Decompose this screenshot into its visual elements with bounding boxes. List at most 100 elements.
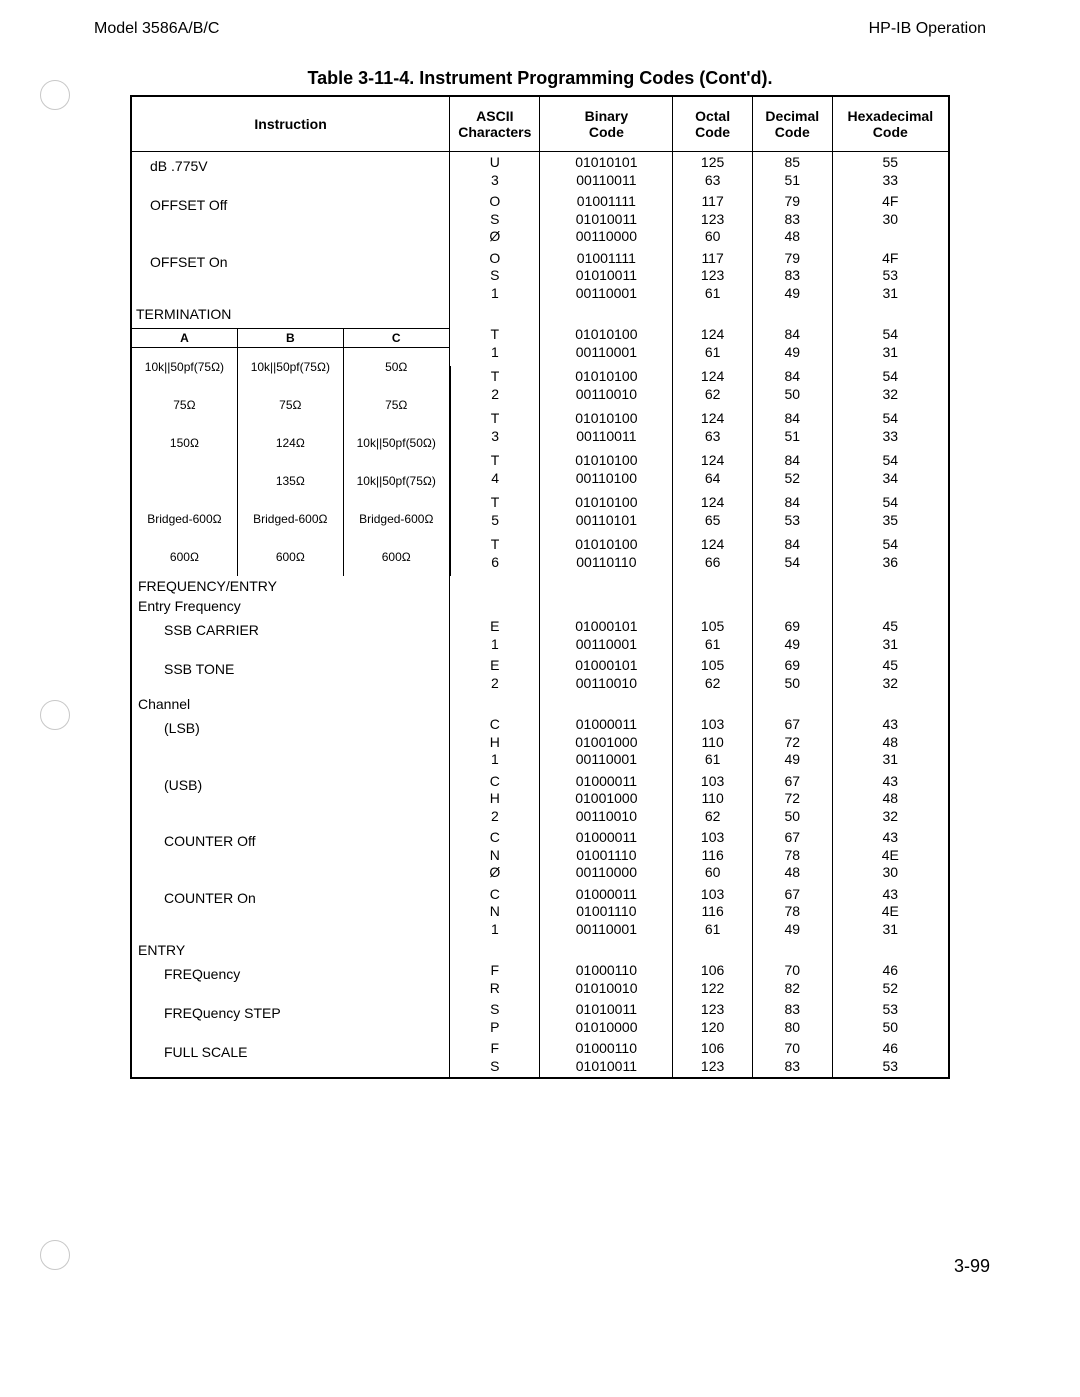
code-cell: OS1 (450, 248, 540, 305)
code-cell: 106123 (673, 1038, 753, 1078)
code-cell: 8453 (752, 492, 832, 534)
code-cell: CH2 (450, 771, 540, 828)
code-cell: 10311062 (673, 771, 753, 828)
code-cell: 4653 (832, 1038, 949, 1078)
code-cell: 12465 (673, 492, 753, 534)
code-cell: 5431 (832, 324, 949, 366)
code-cell: 4F5331 (832, 248, 949, 305)
table-row: dB .775VU301010101001100111256385515533 (131, 152, 949, 192)
code-cell: 677848 (752, 827, 832, 884)
code-cell: 11712361 (673, 248, 753, 305)
table-row: (USB)CH201000011010010000011001010311062… (131, 771, 949, 828)
code-cell: 798349 (752, 248, 832, 305)
code-cell: 8451 (752, 408, 832, 450)
table-row: FULL SCALEFS0100011001010011106123708346… (131, 1038, 949, 1078)
section-label: Entry Frequency (131, 596, 450, 616)
col-ascii: ASCIICharacters (450, 96, 540, 152)
code-cell: 010000110100111000110001 (540, 884, 673, 941)
code-cell: T1 (450, 324, 540, 366)
code-cell: CH1 (450, 714, 540, 771)
code-cell: FR (450, 960, 540, 999)
code-cell: 5436 (832, 534, 949, 576)
col-hex: HexadecimalCode (832, 96, 949, 152)
code-cell: 434832 (832, 771, 949, 828)
table-row: FREQuencyFR01000110010100101061227082465… (131, 960, 949, 999)
code-cell: 677249 (752, 714, 832, 771)
table-row: (LSB)CH101000011010010000011000110311061… (131, 714, 949, 771)
code-cell: 5434 (832, 450, 949, 492)
table-row: ABC10k||50pf(75Ω)10k||50pf(75Ω)50Ω75Ω75Ω… (131, 324, 949, 366)
code-cell: 4F30 (832, 191, 949, 248)
code-cell: CN1 (450, 884, 540, 941)
code-cell: 0101010000110110 (540, 534, 673, 576)
instruction-cell: (USB) (131, 771, 450, 828)
code-cell: 12563 (673, 152, 753, 192)
code-cell: 12463 (673, 408, 753, 450)
col-decimal: DecimalCode (752, 96, 832, 152)
code-cell: T5 (450, 492, 540, 534)
code-cell: SP (450, 999, 540, 1038)
code-cell: 010000110100111000110000 (540, 827, 673, 884)
code-cell: 7082 (752, 960, 832, 999)
code-cell: 434E30 (832, 827, 949, 884)
table-row: OFFSET OffOSØ010011110101001100110000117… (131, 191, 949, 248)
code-cell: 0100011001010011 (540, 1038, 673, 1078)
code-cell: T4 (450, 450, 540, 492)
code-cell: 010011110101001100110000 (540, 191, 673, 248)
code-cell: T6 (450, 534, 540, 576)
code-cell: 010000110100100000110010 (540, 771, 673, 828)
code-cell: 0101010000110011 (540, 408, 673, 450)
section-label: Channel (131, 694, 450, 714)
instruction-cell: FULL SCALE (131, 1038, 450, 1078)
code-cell: 434831 (832, 714, 949, 771)
code-cell: 8551 (752, 152, 832, 192)
code-cell: 5435 (832, 492, 949, 534)
code-cell: 0100011001010010 (540, 960, 673, 999)
code-cell: 11712360 (673, 191, 753, 248)
termination-label: TERMINATION (131, 304, 450, 324)
code-cell: CNØ (450, 827, 540, 884)
code-cell: 5433 (832, 408, 949, 450)
section-row: Channel (131, 694, 949, 714)
programming-codes-table: Instruction ASCIICharacters BinaryCode O… (130, 95, 950, 1079)
table-row: COUNTER OffCNØ01000011010011100011000010… (131, 827, 949, 884)
code-cell: 8380 (752, 999, 832, 1038)
code-cell: 5432 (832, 366, 949, 408)
instruction-cell: OFFSET On (131, 248, 450, 305)
code-cell: 0101010100110011 (540, 152, 673, 192)
table-row: SSB CARRIERE1010001010011000110561694945… (131, 616, 949, 655)
header-right: HP-IB Operation (869, 20, 986, 38)
code-cell: 0100010100110010 (540, 655, 673, 694)
col-octal: OctalCode (673, 96, 753, 152)
code-cell: 0101010000110101 (540, 492, 673, 534)
section-row: FREQUENCY/ENTRY (131, 576, 949, 596)
code-cell: 10311660 (673, 827, 753, 884)
code-cell: 12466 (673, 534, 753, 576)
code-cell: 12462 (673, 366, 753, 408)
page-number: 3-99 (954, 1256, 990, 1277)
instruction-cell: SSB TONE (131, 655, 450, 694)
code-cell: FS (450, 1038, 540, 1078)
code-cell: 0101010000110010 (540, 366, 673, 408)
code-cell: 10311061 (673, 714, 753, 771)
instruction-cell: SSB CARRIER (131, 616, 450, 655)
code-cell: U3 (450, 152, 540, 192)
col-instruction: Instruction (131, 96, 450, 152)
code-cell: 6949 (752, 616, 832, 655)
termination-cell: ABC10k||50pf(75Ω)10k||50pf(75Ω)50Ω75Ω75Ω… (131, 324, 450, 576)
code-cell: 0101010000110001 (540, 324, 673, 366)
code-cell: 123120 (673, 999, 753, 1038)
code-cell: 0100010100110001 (540, 616, 673, 655)
code-cell: 677250 (752, 771, 832, 828)
section-row: TERMINATION (131, 304, 949, 324)
code-cell: 6950 (752, 655, 832, 694)
code-cell: E2 (450, 655, 540, 694)
code-cell: 677849 (752, 884, 832, 941)
code-cell: 010000110100100000110001 (540, 714, 673, 771)
code-cell: 434E31 (832, 884, 949, 941)
instruction-cell: dB .775V (131, 152, 450, 192)
code-cell: 10561 (673, 616, 753, 655)
table-row: COUNTER OnCN1010000110100111000110001103… (131, 884, 949, 941)
instruction-cell: FREQuency (131, 960, 450, 999)
code-cell: 8452 (752, 450, 832, 492)
